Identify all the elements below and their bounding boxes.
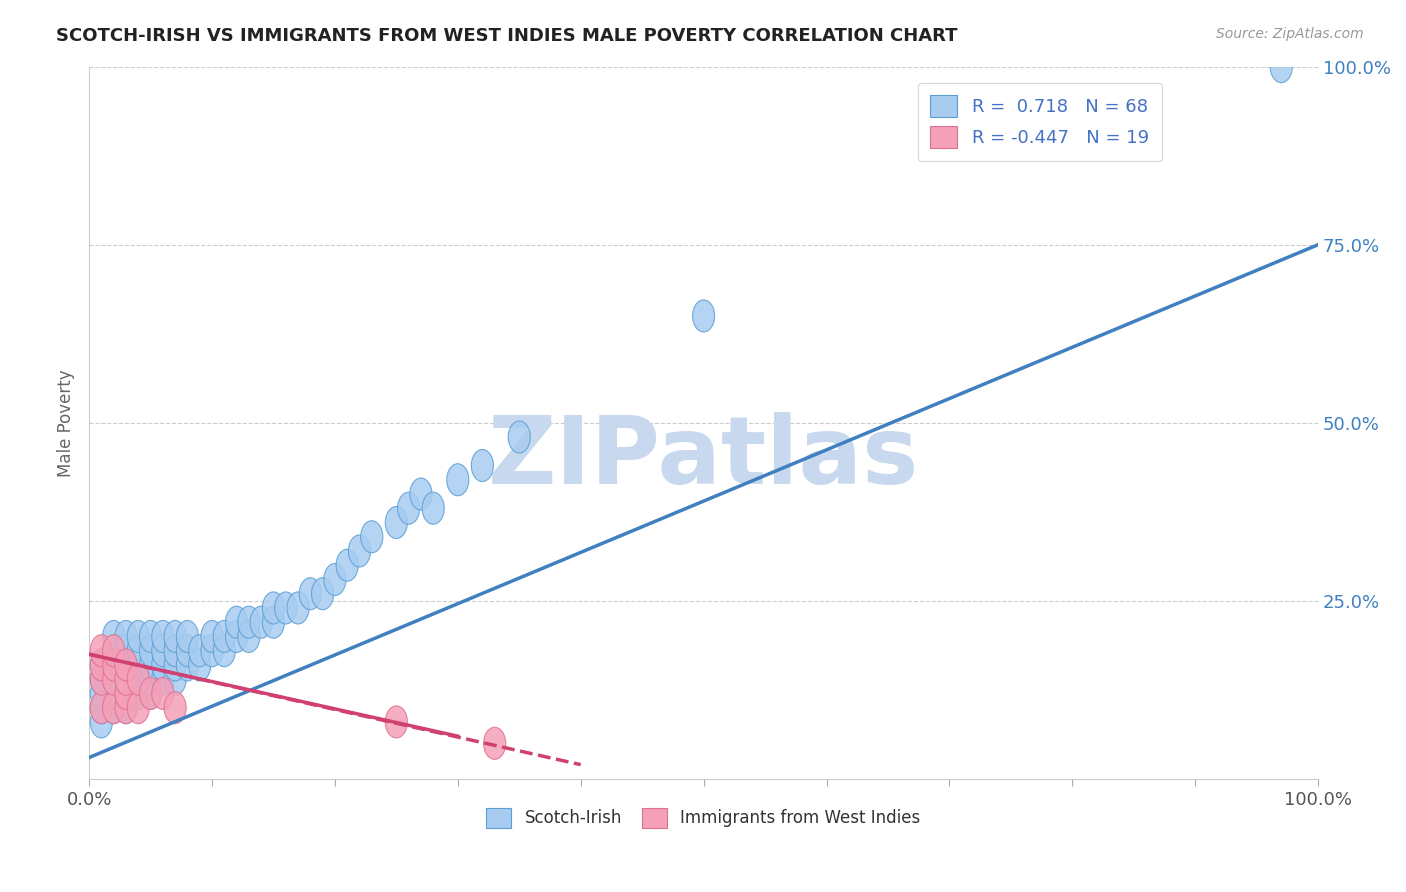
Text: SCOTCH-IRISH VS IMMIGRANTS FROM WEST INDIES MALE POVERTY CORRELATION CHART: SCOTCH-IRISH VS IMMIGRANTS FROM WEST IND… xyxy=(56,27,957,45)
Ellipse shape xyxy=(471,450,494,482)
Ellipse shape xyxy=(214,621,235,652)
Ellipse shape xyxy=(103,677,125,709)
Ellipse shape xyxy=(225,607,247,639)
Ellipse shape xyxy=(103,621,125,652)
Ellipse shape xyxy=(139,677,162,709)
Ellipse shape xyxy=(103,635,125,666)
Text: ZIPatlas: ZIPatlas xyxy=(488,412,920,504)
Ellipse shape xyxy=(263,592,284,624)
Ellipse shape xyxy=(201,635,224,666)
Ellipse shape xyxy=(385,706,408,738)
Legend: Scotch-Irish, Immigrants from West Indies: Scotch-Irish, Immigrants from West Indie… xyxy=(479,801,928,835)
Ellipse shape xyxy=(312,578,333,610)
Ellipse shape xyxy=(90,635,112,666)
Ellipse shape xyxy=(90,663,112,695)
Ellipse shape xyxy=(115,677,136,709)
Ellipse shape xyxy=(103,635,125,666)
Ellipse shape xyxy=(361,521,382,553)
Ellipse shape xyxy=(336,549,359,582)
Ellipse shape xyxy=(263,607,284,639)
Ellipse shape xyxy=(238,621,260,652)
Ellipse shape xyxy=(398,492,419,524)
Ellipse shape xyxy=(127,677,149,709)
Ellipse shape xyxy=(188,635,211,666)
Ellipse shape xyxy=(693,300,714,332)
Ellipse shape xyxy=(225,621,247,652)
Ellipse shape xyxy=(152,677,174,709)
Ellipse shape xyxy=(238,607,260,639)
Ellipse shape xyxy=(422,492,444,524)
Ellipse shape xyxy=(287,592,309,624)
Ellipse shape xyxy=(299,578,322,610)
Ellipse shape xyxy=(90,663,112,695)
Ellipse shape xyxy=(176,648,198,681)
Ellipse shape xyxy=(165,635,186,666)
Ellipse shape xyxy=(139,677,162,709)
Ellipse shape xyxy=(115,691,136,723)
Ellipse shape xyxy=(90,677,112,709)
Ellipse shape xyxy=(165,663,186,695)
Ellipse shape xyxy=(152,648,174,681)
Ellipse shape xyxy=(103,663,125,695)
Ellipse shape xyxy=(127,663,149,695)
Text: Source: ZipAtlas.com: Source: ZipAtlas.com xyxy=(1216,27,1364,41)
Y-axis label: Male Poverty: Male Poverty xyxy=(58,369,75,476)
Ellipse shape xyxy=(139,648,162,681)
Ellipse shape xyxy=(103,648,125,681)
Ellipse shape xyxy=(411,478,432,510)
Ellipse shape xyxy=(188,648,211,681)
Ellipse shape xyxy=(152,621,174,652)
Ellipse shape xyxy=(103,691,125,723)
Ellipse shape xyxy=(165,621,186,652)
Ellipse shape xyxy=(127,648,149,681)
Ellipse shape xyxy=(201,621,224,652)
Ellipse shape xyxy=(214,635,235,666)
Ellipse shape xyxy=(349,535,371,567)
Ellipse shape xyxy=(165,648,186,681)
Ellipse shape xyxy=(176,621,198,652)
Ellipse shape xyxy=(115,635,136,666)
Ellipse shape xyxy=(484,727,506,759)
Ellipse shape xyxy=(139,621,162,652)
Ellipse shape xyxy=(385,507,408,539)
Ellipse shape xyxy=(152,663,174,695)
Ellipse shape xyxy=(90,648,112,681)
Ellipse shape xyxy=(127,663,149,695)
Ellipse shape xyxy=(274,592,297,624)
Ellipse shape xyxy=(152,635,174,666)
Ellipse shape xyxy=(115,663,136,695)
Ellipse shape xyxy=(103,691,125,723)
Ellipse shape xyxy=(1270,51,1292,83)
Ellipse shape xyxy=(90,691,112,723)
Ellipse shape xyxy=(508,421,530,453)
Ellipse shape xyxy=(127,635,149,666)
Ellipse shape xyxy=(250,607,273,639)
Ellipse shape xyxy=(127,621,149,652)
Ellipse shape xyxy=(165,691,186,723)
Ellipse shape xyxy=(176,635,198,666)
Ellipse shape xyxy=(103,648,125,681)
Ellipse shape xyxy=(323,564,346,596)
Ellipse shape xyxy=(115,648,136,681)
Ellipse shape xyxy=(103,663,125,695)
Ellipse shape xyxy=(115,648,136,681)
Ellipse shape xyxy=(139,635,162,666)
Ellipse shape xyxy=(447,464,468,496)
Ellipse shape xyxy=(127,691,149,723)
Ellipse shape xyxy=(90,691,112,723)
Ellipse shape xyxy=(90,706,112,738)
Ellipse shape xyxy=(115,621,136,652)
Ellipse shape xyxy=(90,648,112,681)
Ellipse shape xyxy=(115,663,136,695)
Ellipse shape xyxy=(115,691,136,723)
Ellipse shape xyxy=(115,677,136,709)
Ellipse shape xyxy=(139,663,162,695)
